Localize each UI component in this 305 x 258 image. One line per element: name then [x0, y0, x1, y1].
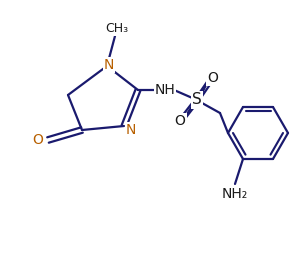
Text: N: N: [104, 58, 114, 72]
Text: NH₂: NH₂: [222, 187, 248, 201]
Text: CH₃: CH₃: [106, 21, 129, 35]
Text: S: S: [192, 93, 202, 108]
Text: N: N: [126, 123, 136, 137]
Text: O: O: [33, 133, 43, 147]
Text: O: O: [208, 71, 218, 85]
Text: NH: NH: [155, 83, 175, 97]
Text: O: O: [174, 114, 185, 128]
